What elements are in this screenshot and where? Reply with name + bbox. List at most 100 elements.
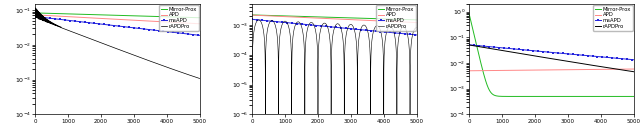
APD — [630, 68, 637, 70]
Mirror-Prox — [278, 15, 286, 17]
rAPDPro — [138, 57, 146, 59]
rAPDPro — [355, 36, 363, 37]
msAPD — [196, 35, 204, 36]
msAPD — [31, 16, 39, 17]
Line: rAPDPro: rAPDPro — [252, 20, 417, 133]
rAPDPro — [32, 7, 40, 9]
Line: Mirror-Prox: Mirror-Prox — [252, 15, 417, 20]
APD — [248, 14, 256, 16]
APD — [166, 21, 174, 23]
APD — [311, 17, 319, 19]
msAPD — [413, 34, 420, 36]
msAPD — [166, 31, 174, 33]
APD — [600, 68, 608, 70]
rAPDPro — [495, 49, 503, 51]
Mirror-Prox — [311, 16, 319, 18]
Mirror-Prox — [582, 96, 589, 97]
rAPDPro — [166, 68, 174, 69]
APD — [383, 20, 391, 22]
msAPD — [588, 55, 596, 57]
Mirror-Prox — [465, 14, 473, 15]
Mirror-Prox — [495, 95, 503, 97]
Mirror-Prox — [588, 96, 596, 97]
msAPD — [465, 44, 473, 46]
APD — [278, 16, 286, 17]
Mirror-Prox — [528, 96, 536, 97]
Legend: Mirror-Prox, APD, msAPD, rAPDPro: Mirror-Prox, APD, msAPD, rAPDPro — [159, 5, 198, 31]
msAPD — [528, 50, 536, 51]
Mirror-Prox — [630, 96, 637, 97]
Mirror-Prox — [600, 96, 608, 97]
Mirror-Prox — [248, 14, 256, 16]
rAPDPro — [278, 24, 286, 25]
APD — [572, 69, 580, 70]
msAPD — [61, 19, 69, 21]
rAPDPro — [347, 24, 355, 25]
rAPDPro — [130, 54, 138, 56]
Mirror-Prox — [347, 17, 355, 19]
APD — [564, 69, 572, 70]
Line: msAPD: msAPD — [34, 15, 201, 37]
APD — [138, 20, 146, 22]
msAPD — [130, 27, 138, 29]
rAPDPro — [154, 63, 162, 65]
msAPD — [278, 21, 286, 23]
rAPDPro — [61, 28, 69, 30]
APD — [154, 21, 162, 22]
APD — [528, 69, 536, 71]
Legend: Mirror-Prox, APD, msAPD, rAPDPro: Mirror-Prox, APD, msAPD, rAPDPro — [376, 5, 415, 31]
msAPD — [311, 25, 319, 26]
rAPDPro — [600, 66, 608, 68]
Mirror-Prox — [138, 15, 146, 17]
rAPDPro — [311, 28, 319, 29]
Mirror-Prox — [196, 17, 204, 18]
APD — [61, 16, 69, 17]
Mirror-Prox — [383, 18, 391, 20]
rAPDPro — [564, 61, 572, 62]
rAPDPro — [413, 27, 420, 28]
Mirror-Prox — [572, 96, 580, 97]
Mirror-Prox — [94, 14, 102, 16]
msAPD — [248, 18, 256, 20]
APD — [588, 69, 596, 70]
Mirror-Prox — [371, 18, 379, 19]
msAPD — [630, 59, 637, 61]
APD — [347, 19, 355, 20]
msAPD — [564, 53, 572, 55]
APD — [413, 22, 420, 23]
Mirror-Prox — [31, 12, 39, 14]
rAPDPro — [630, 71, 637, 72]
msAPD — [347, 28, 355, 30]
Line: APD: APD — [35, 15, 200, 24]
msAPD — [371, 30, 379, 32]
APD — [495, 70, 503, 71]
APD — [31, 14, 39, 16]
msAPD — [154, 30, 162, 31]
APD — [371, 20, 379, 22]
Mirror-Prox — [355, 17, 363, 19]
APD — [355, 19, 363, 21]
rAPDPro — [196, 78, 204, 79]
Mirror-Prox — [166, 16, 174, 18]
Legend: Mirror-Prox, APD, msAPD, rAPDPro: Mirror-Prox, APD, msAPD, rAPDPro — [593, 5, 632, 31]
APD — [94, 18, 102, 19]
rAPDPro — [528, 55, 536, 56]
Line: rAPDPro: rAPDPro — [469, 45, 634, 72]
msAPD — [572, 54, 580, 55]
rAPDPro — [94, 41, 102, 42]
msAPD — [94, 23, 102, 25]
Line: Mirror-Prox: Mirror-Prox — [469, 14, 634, 96]
rAPDPro — [465, 44, 473, 46]
Mirror-Prox — [61, 13, 69, 15]
Mirror-Prox — [564, 96, 572, 97]
APD — [465, 70, 473, 72]
Mirror-Prox — [413, 19, 420, 21]
msAPD — [383, 31, 391, 33]
rAPDPro — [31, 15, 39, 17]
rAPDPro — [371, 27, 379, 28]
msAPD — [355, 29, 363, 30]
APD — [196, 23, 204, 25]
rAPDPro — [572, 62, 580, 63]
rAPDPro — [383, 29, 391, 30]
Line: Mirror-Prox: Mirror-Prox — [35, 13, 200, 18]
